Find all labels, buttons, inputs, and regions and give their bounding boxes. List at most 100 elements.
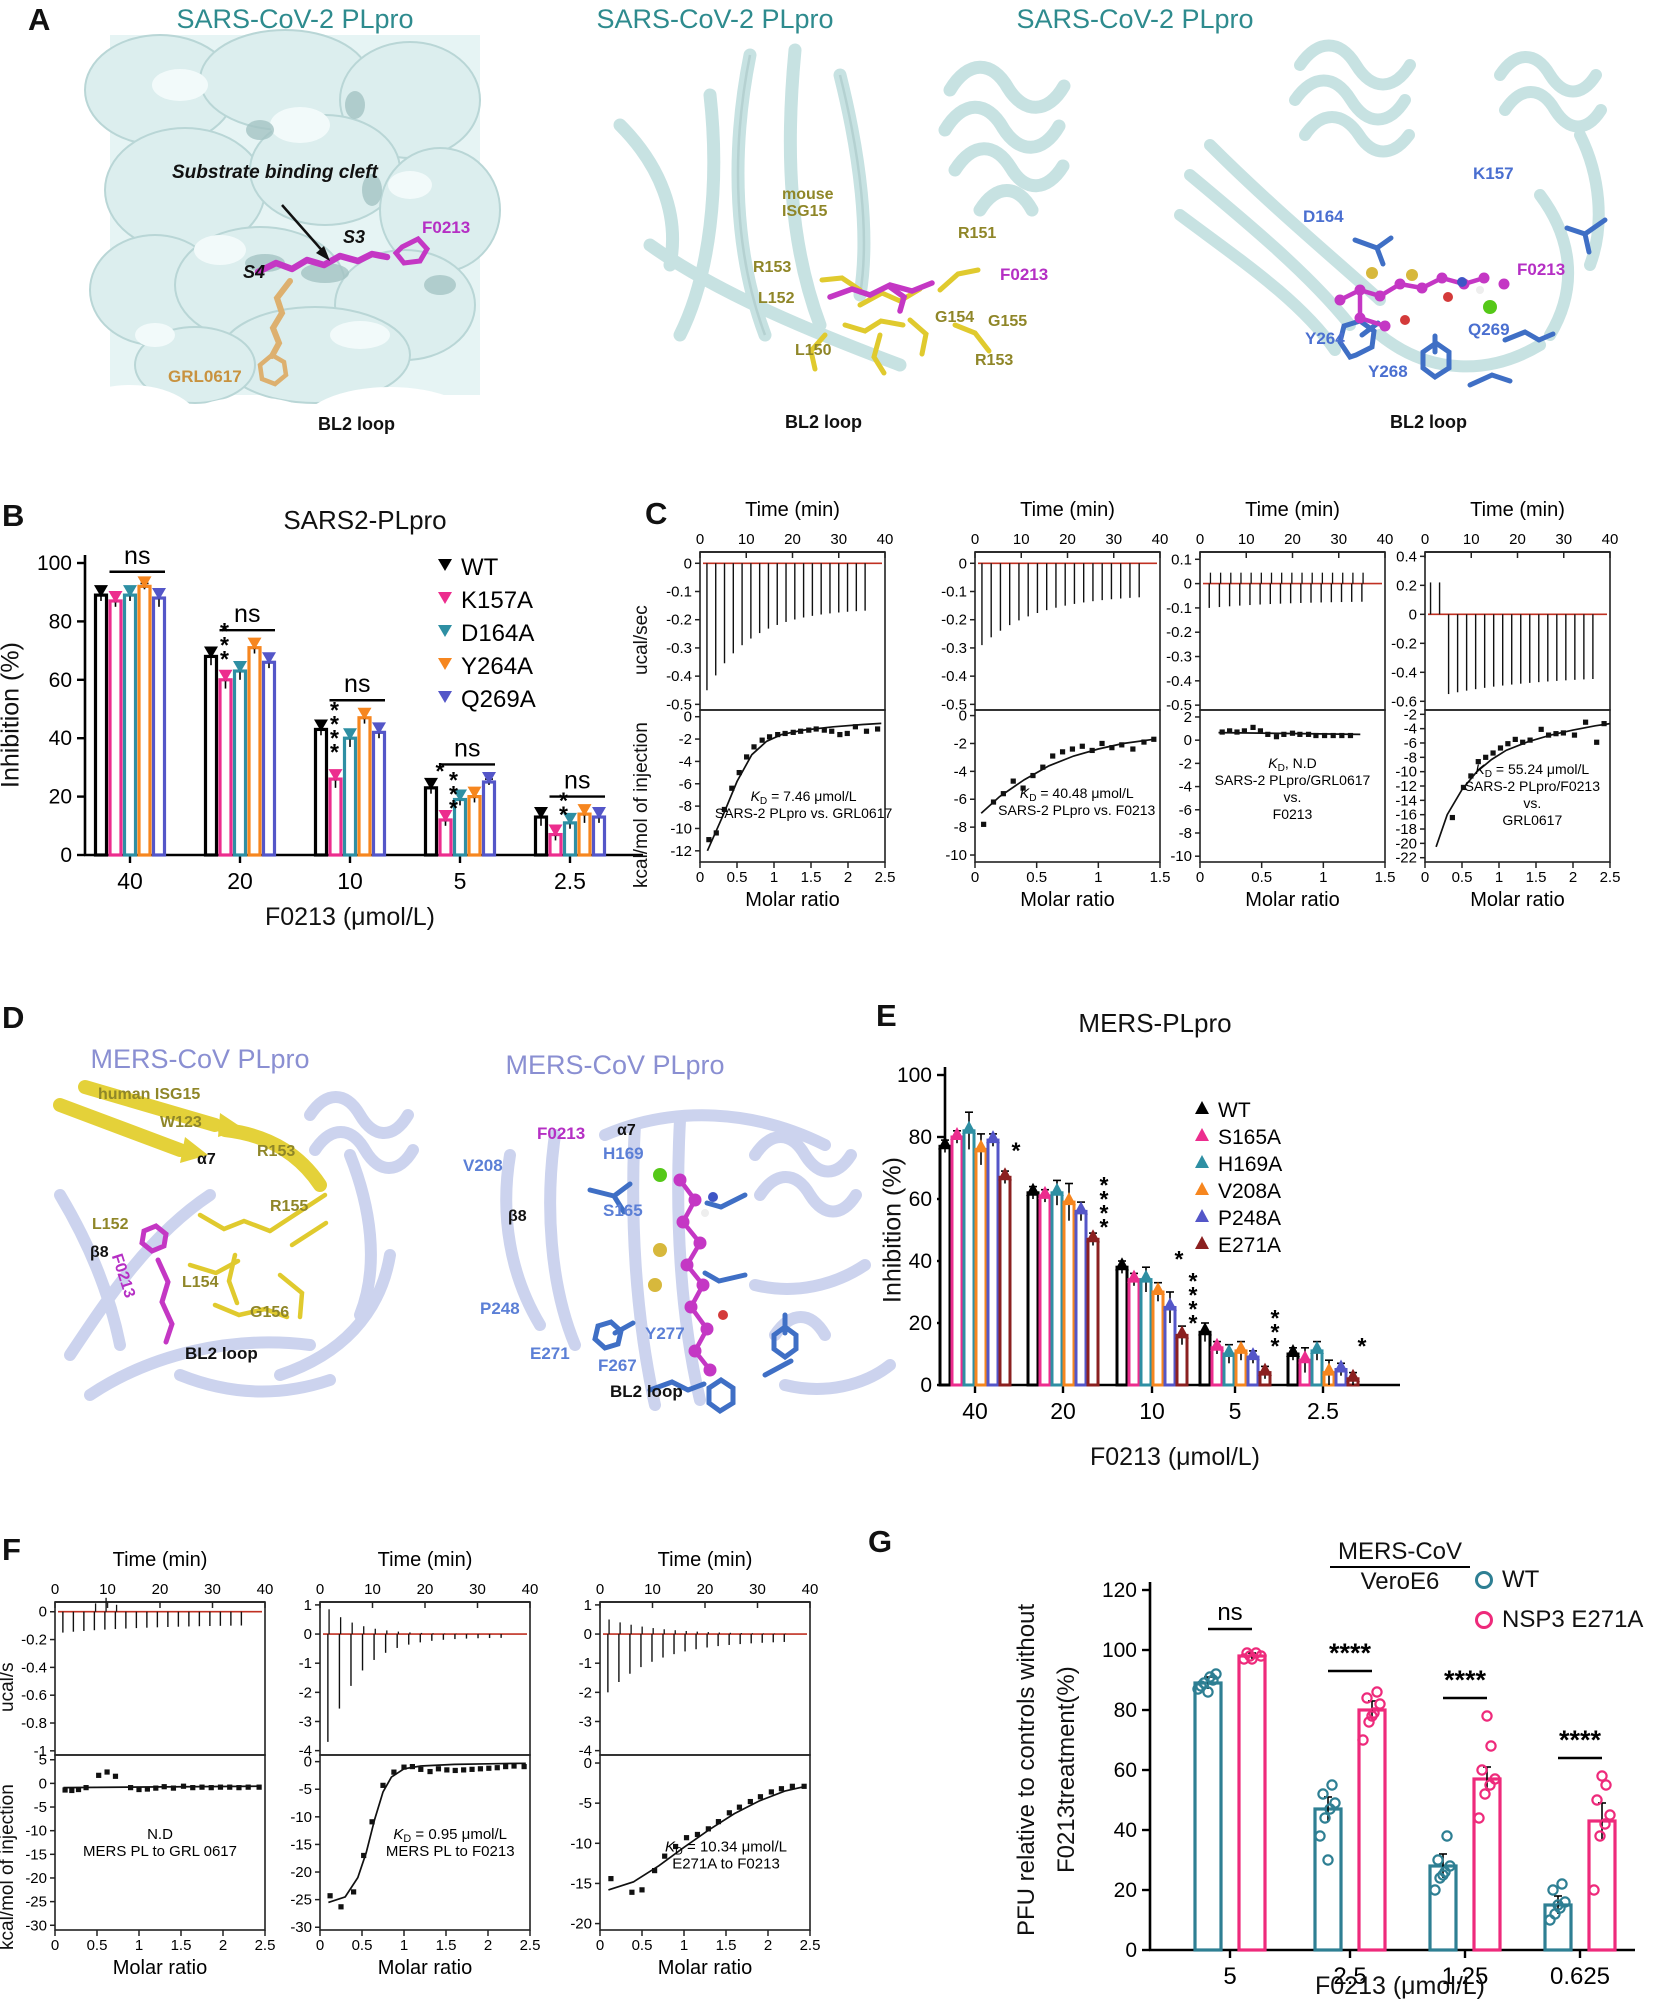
svg-text:-6: -6 — [1404, 735, 1417, 752]
svg-text:KD = 55.24 μmol/L: KD = 55.24 μmol/L — [1475, 761, 1589, 780]
svg-text:-15: -15 — [25, 1846, 47, 1863]
svg-text:ns: ns — [344, 670, 370, 698]
svg-text:Molar ratio: Molar ratio — [113, 1957, 207, 1979]
svg-text:-25: -25 — [25, 1894, 47, 1911]
svg-text:-30: -30 — [290, 1919, 312, 1936]
chart-b-ylabel: Inhibition (%) — [0, 642, 25, 788]
svg-text:-20: -20 — [290, 1864, 312, 1881]
svg-text:KD = 7.46 μmol/L: KD = 7.46 μmol/L — [751, 788, 857, 807]
svg-text:0: 0 — [920, 1374, 932, 1397]
chart-g: 0 20 40 60 80 100 120 5 2.5 1.25 0.625 ns **** **** **… — [1102, 1579, 1635, 1990]
svg-text:****: **** — [1559, 1725, 1602, 1755]
itc-mers-grl0617: Time (min)0 10 20 30 400-0.2-0.4-0.6-0.8-150… — [21, 1549, 275, 1979]
svg-text:10: 10 — [1463, 531, 1480, 548]
svg-text:0: 0 — [684, 709, 692, 726]
grl0617-label: GRL0617 — [168, 367, 242, 386]
svg-text:Time (min): Time (min) — [1245, 499, 1340, 521]
svg-text:E271A to F0213: E271A to F0213 — [672, 1855, 780, 1872]
svg-text:*: * — [220, 646, 229, 672]
svg-text:-10: -10 — [25, 1823, 47, 1840]
svg-text:-1: -1 — [579, 1655, 592, 1672]
structure-title-sars2-isg15: SARS-CoV-2 PLpro — [596, 4, 834, 34]
svg-text:V208A: V208A — [1218, 1180, 1281, 1203]
svg-text:20: 20 — [1050, 1398, 1076, 1424]
q269-label: Q269 — [1468, 320, 1510, 339]
svg-text:*: * — [1358, 1333, 1367, 1359]
svg-text:SARS-2 PLpro/GRL0617: SARS-2 PLpro/GRL0617 — [1215, 772, 1371, 788]
l152-label: L152 — [758, 290, 795, 307]
svg-text:-0.4: -0.4 — [666, 668, 692, 685]
svg-text:-20: -20 — [570, 1916, 592, 1933]
svg-text:-0.2: -0.2 — [1391, 635, 1417, 652]
svg-text:E271A: E271A — [1218, 1234, 1281, 1257]
svg-text:2.5: 2.5 — [520, 1937, 541, 1954]
panel-c-label: C — [645, 496, 668, 531]
svg-text:*: * — [220, 618, 229, 644]
svg-text:-0.4: -0.4 — [21, 1659, 47, 1676]
svg-text:-12: -12 — [670, 843, 692, 860]
svg-text:*: * — [330, 739, 339, 765]
svg-text:0: 0 — [51, 1937, 59, 1954]
isg15-sticks — [808, 267, 992, 376]
svg-text:-4: -4 — [954, 763, 967, 780]
svg-text:-20: -20 — [1395, 835, 1417, 852]
f0213-label: F0213 — [1517, 260, 1566, 279]
svg-text:1: 1 — [135, 1937, 143, 1954]
svg-text:ns: ns — [1217, 1599, 1242, 1626]
svg-text:0.2: 0.2 — [1396, 577, 1417, 594]
svg-text:*: * — [330, 725, 339, 751]
svg-text:1: 1 — [1319, 869, 1327, 886]
alpha7-label: α7 — [617, 1122, 636, 1139]
svg-text:0: 0 — [51, 1581, 59, 1598]
f0213-ballstick — [648, 1168, 728, 1377]
svg-text:10: 10 — [337, 868, 363, 894]
structure-title-mers-residues: MERS-CoV PLpro — [505, 1050, 725, 1080]
svg-text:-2: -2 — [579, 1684, 592, 1701]
svg-text:F0213: F0213 — [1273, 806, 1313, 822]
svg-text:-2: -2 — [299, 1684, 312, 1701]
svg-text:40: 40 — [49, 727, 72, 750]
svg-text:0: 0 — [1421, 869, 1429, 886]
l154-label: L154 — [182, 1274, 219, 1291]
itc-sars2-f0213: Time (min)0 10 20 30 400-0.1-0.2-0.3-0.4-0.5… — [941, 499, 1170, 911]
r153-label: R153 — [753, 259, 792, 276]
svg-text:0: 0 — [1196, 531, 1204, 548]
svg-text:0: 0 — [596, 1937, 604, 1954]
svg-text:20: 20 — [909, 1312, 932, 1335]
panel-a-label: A — [28, 2, 51, 37]
svg-text:-3: -3 — [299, 1713, 312, 1730]
svg-text:0.1: 0.1 — [1171, 551, 1192, 568]
cleft-arrow — [281, 204, 327, 256]
svg-text:0: 0 — [959, 555, 967, 572]
svg-text:MERS PL to F0213: MERS PL to F0213 — [386, 1843, 515, 1860]
svg-text:-20: -20 — [25, 1870, 47, 1887]
chart-g-legend: WT NSP3 E271A — [1475, 1566, 1643, 1634]
svg-text:0: 0 — [971, 531, 979, 548]
svg-text:****: **** — [1329, 1638, 1372, 1668]
svg-text:Molar ratio: Molar ratio — [378, 1957, 472, 1979]
residue-sticks — [1337, 217, 1608, 388]
svg-text:SARS-2 PLpro vs. GRL0617: SARS-2 PLpro vs. GRL0617 — [715, 805, 893, 821]
svg-text:-0.1: -0.1 — [1166, 600, 1192, 617]
svg-text:-2: -2 — [954, 735, 967, 752]
svg-text:-0.5: -0.5 — [941, 696, 967, 713]
svg-text:-2: -2 — [1179, 755, 1192, 772]
svg-text:5: 5 — [1223, 1963, 1236, 1990]
itc-sars2-grl0617-vs-f0213: Time (min)0 10 20 30 400.10-0.1-0.2-0.3-0.4-… — [1166, 499, 1395, 911]
g156-label: G156 — [250, 1304, 290, 1321]
g155-label: G155 — [988, 313, 1028, 330]
svg-text:-0.6: -0.6 — [1391, 693, 1417, 710]
f0213-label: F0213 — [422, 218, 471, 237]
svg-text:40: 40 — [877, 531, 894, 548]
svg-text:0: 0 — [584, 1626, 592, 1643]
svg-text:1.5: 1.5 — [801, 869, 822, 886]
panel-f-label: F — [2, 1532, 21, 1567]
chart-g-title-bottom: VeroE6 — [1360, 1568, 1440, 1595]
bl2-loop-label: BL2 loop — [610, 1382, 683, 1401]
svg-text:2: 2 — [1184, 709, 1192, 726]
svg-text:0: 0 — [971, 869, 979, 886]
legend-wt-label: WT — [1502, 1566, 1540, 1593]
svg-text:H169A: H169A — [1218, 1153, 1282, 1176]
svg-text:60: 60 — [909, 1188, 932, 1211]
